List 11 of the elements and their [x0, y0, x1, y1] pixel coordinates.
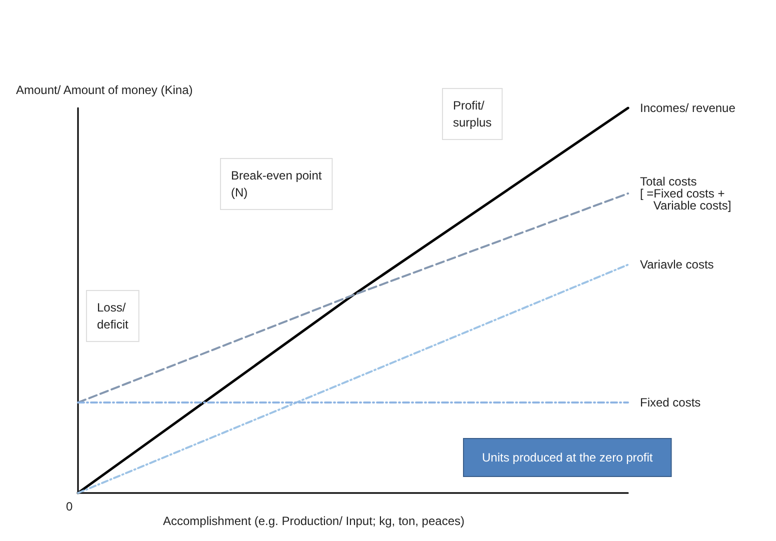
series-label: Fixed costs — [640, 396, 701, 410]
annotation: Profit/ surplus — [453, 98, 492, 130]
y-axis-title: Amount/ Amount of money (Kina) — [16, 83, 193, 97]
series-label: Incomes/ revenue — [640, 101, 736, 115]
series-label: Total costs [ =Fixed costs + Variable costs] — [640, 174, 732, 212]
annotation: Loss/ deficit — [97, 300, 130, 332]
text: 0 — [66, 500, 73, 514]
series-label: Variavle costs — [640, 258, 714, 272]
annotation: Break-even point (N) — [231, 168, 322, 200]
annotation: Units produced at the zero profit — [482, 450, 654, 464]
x-axis-title: Accomplishment (e.g. Production/ Input; kg, ton, peaces) — [163, 514, 464, 528]
